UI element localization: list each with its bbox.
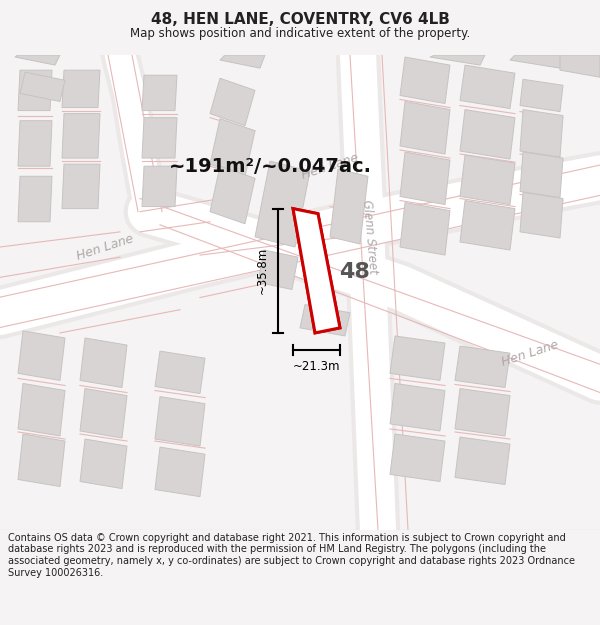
Text: Map shows position and indicative extent of the property.: Map shows position and indicative extent…: [130, 27, 470, 39]
Polygon shape: [400, 202, 450, 255]
Polygon shape: [18, 121, 52, 166]
Polygon shape: [18, 434, 65, 486]
Polygon shape: [400, 101, 450, 154]
Polygon shape: [455, 437, 510, 484]
Polygon shape: [293, 209, 340, 333]
Polygon shape: [62, 164, 100, 209]
Text: ~191m²/~0.047ac.: ~191m²/~0.047ac.: [169, 157, 371, 176]
Text: ~35.8m: ~35.8m: [256, 247, 269, 294]
Polygon shape: [520, 152, 563, 198]
Polygon shape: [18, 176, 52, 222]
Polygon shape: [330, 169, 368, 244]
Polygon shape: [293, 209, 340, 333]
Polygon shape: [20, 72, 65, 101]
Polygon shape: [80, 439, 127, 489]
Polygon shape: [560, 55, 600, 78]
Polygon shape: [520, 192, 563, 238]
Polygon shape: [142, 166, 177, 207]
Polygon shape: [400, 152, 450, 204]
Polygon shape: [155, 397, 205, 446]
Polygon shape: [210, 78, 255, 126]
Text: Contains OS data © Crown copyright and database right 2021. This information is : Contains OS data © Crown copyright and d…: [8, 533, 575, 578]
Polygon shape: [390, 434, 445, 481]
Text: Glenn Street: Glenn Street: [360, 199, 380, 274]
Polygon shape: [220, 55, 265, 68]
Polygon shape: [460, 201, 515, 250]
Text: Hen Lane: Hen Lane: [75, 232, 135, 262]
Polygon shape: [18, 384, 65, 436]
Text: Hen Lane: Hen Lane: [300, 151, 360, 181]
Text: 48: 48: [340, 262, 370, 282]
Polygon shape: [460, 155, 515, 204]
Text: Hen Lane: Hen Lane: [500, 338, 560, 369]
Polygon shape: [210, 166, 255, 224]
Polygon shape: [142, 75, 177, 111]
Polygon shape: [255, 161, 310, 247]
Polygon shape: [80, 338, 127, 388]
Polygon shape: [520, 109, 563, 157]
Polygon shape: [455, 389, 510, 436]
Text: 48, HEN LANE, COVENTRY, CV6 4LB: 48, HEN LANE, COVENTRY, CV6 4LB: [151, 12, 449, 27]
Polygon shape: [258, 250, 298, 289]
Polygon shape: [400, 57, 450, 104]
Polygon shape: [390, 384, 445, 431]
Polygon shape: [142, 118, 177, 158]
Polygon shape: [80, 389, 127, 438]
Polygon shape: [155, 447, 205, 497]
Polygon shape: [210, 119, 255, 176]
Polygon shape: [62, 114, 100, 158]
Polygon shape: [15, 55, 60, 65]
Polygon shape: [460, 109, 515, 159]
Polygon shape: [460, 65, 515, 109]
Text: ~21.3m: ~21.3m: [293, 360, 340, 373]
Polygon shape: [510, 55, 565, 68]
Polygon shape: [390, 336, 445, 381]
Polygon shape: [520, 79, 563, 112]
Polygon shape: [62, 70, 100, 108]
Polygon shape: [155, 351, 205, 394]
Polygon shape: [455, 346, 510, 388]
Polygon shape: [430, 55, 485, 65]
Polygon shape: [18, 331, 65, 381]
Polygon shape: [300, 304, 350, 336]
Polygon shape: [18, 70, 52, 111]
